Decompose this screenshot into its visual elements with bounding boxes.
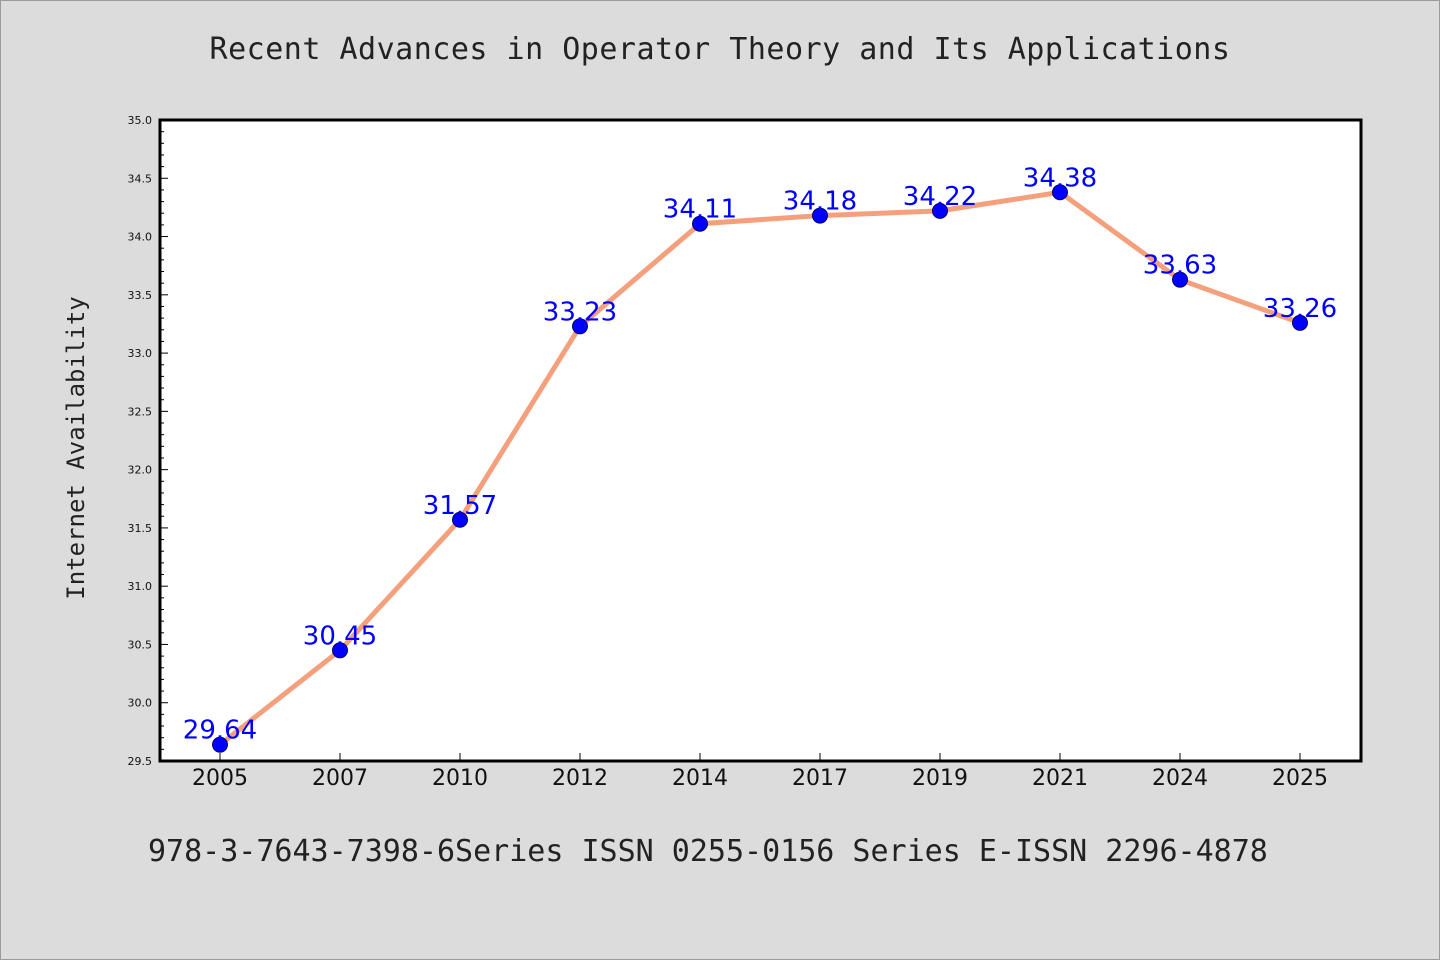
y-tick-label: 31.5 <box>128 522 153 535</box>
x-tick-label: 2025 <box>1272 766 1328 791</box>
data-point <box>812 207 828 224</box>
data-point <box>1172 271 1188 288</box>
data-label: 31.57 <box>423 491 497 521</box>
y-tick-label: 34.0 <box>128 231 153 244</box>
x-tick-label: 2021 <box>1032 766 1088 791</box>
x-tick-label: 2014 <box>672 766 728 791</box>
data-label: 34.11 <box>663 195 737 225</box>
y-tick-label: 35.0 <box>128 114 153 127</box>
data-point <box>452 511 468 528</box>
x-tick-label: 2007 <box>312 766 368 791</box>
x-tick-label: 2010 <box>432 766 488 791</box>
data-point <box>572 318 588 335</box>
data-label: 30.45 <box>303 621 377 651</box>
series-line <box>217 189 1303 748</box>
x-axis: 2005 2007 2010 2012 2014 2017 2019 2021 2024 2025 <box>192 753 1328 791</box>
data-point <box>212 736 228 753</box>
y-tick-label: 33.0 <box>128 347 153 360</box>
data-label: 29.64 <box>183 716 257 746</box>
data-label: 33.23 <box>543 297 617 327</box>
chart-title: Recent Advances in Operator Theory and I… <box>209 32 1231 67</box>
data-label: 34.38 <box>1023 163 1097 193</box>
data-point <box>932 202 948 219</box>
series-layer <box>212 184 1308 753</box>
data-labels: 29.64 30.45 31.57 33.23 34.11 34.18 34.22 34.38… <box>183 163 1337 745</box>
x-tick-label: 2012 <box>552 766 608 791</box>
y-tick-label: 34.5 <box>128 172 153 185</box>
footer-isbn-text: 978-3-7643-7398-6Series ISSN 0255-0156 S… <box>148 834 1268 869</box>
x-tick-label: 2024 <box>1152 766 1208 791</box>
y-tick-label: 30.5 <box>128 638 153 651</box>
x-tick-label: 2019 <box>912 766 968 791</box>
x-tick-label: 2017 <box>792 766 848 791</box>
y-tick-label: 33.5 <box>128 289 153 302</box>
y-tick-label: 31.0 <box>128 580 153 593</box>
data-label: 33.26 <box>1263 294 1337 324</box>
data-point <box>1292 314 1308 331</box>
data-point <box>332 642 348 659</box>
data-point <box>692 215 708 232</box>
x-tick-label: 2005 <box>192 766 248 791</box>
y-tick-label: 32.5 <box>128 405 153 418</box>
data-point <box>1052 184 1068 201</box>
y-tick-label: 29.5 <box>128 755 153 768</box>
y-tick-label: 30.0 <box>128 697 153 710</box>
data-label: 34.22 <box>903 182 977 212</box>
plot-area <box>158 118 1363 763</box>
data-label: 34.18 <box>783 187 857 217</box>
data-label: 33.63 <box>1143 251 1217 281</box>
y-axis: 29.5 30.0 30.5 31.0 31.5 32.0 32.5 33.0 33.5 34.0… <box>128 114 168 768</box>
y-tick-label: 32.0 <box>128 464 153 477</box>
